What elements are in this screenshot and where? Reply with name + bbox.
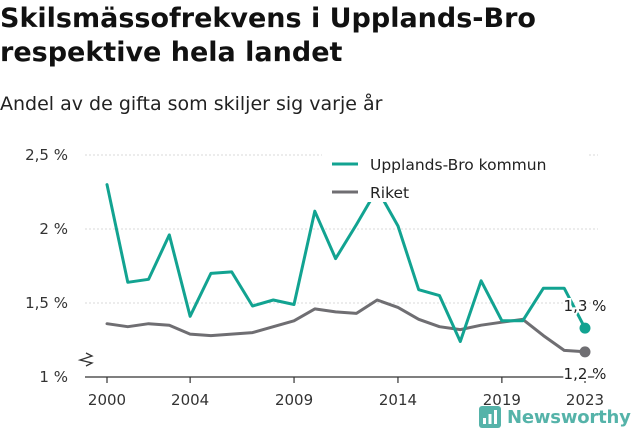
legend-background [322, 150, 588, 174]
legend-label: Riket [370, 184, 409, 202]
chart-title: Skilsmässofrekvens i Upplands-Bro respek… [0, 3, 536, 68]
series-lines [105, 183, 591, 358]
x-tick-label: 2019 [483, 391, 521, 409]
axis-break-icon [77, 352, 94, 367]
end-point-upplands-bro [579, 322, 591, 334]
x-tick-label: 2009 [275, 391, 313, 409]
y-axis-ticks: 1 % 1,5 % 2 % 2,5 % [25, 146, 94, 386]
legend: Upplands-Bro kommun Riket [322, 150, 588, 202]
y-tick-label: 1 % [39, 368, 68, 386]
series-line-upplands-bro [105, 183, 587, 343]
x-tick-label: 2004 [171, 391, 209, 409]
legend-label: Upplands-Bro kommun [370, 156, 546, 174]
end-value-label: 1,2 % [564, 365, 607, 383]
chart-subtitle: Andel av de gifta som skiljer sig varje … [0, 93, 383, 115]
x-tick-label: 2000 [88, 391, 126, 409]
x-axis: 2000 2004 2009 2014 2019 2023 [85, 376, 604, 409]
brand-name: Newsworthy [507, 406, 631, 428]
end-value-label: 1,3 % [564, 297, 607, 315]
newsworthy-logo: Newsworthy [478, 405, 631, 429]
end-point-riket [579, 346, 591, 358]
end-labels: 1,3 % 1,2 % [562, 295, 609, 385]
newsworthy-icon [479, 406, 501, 428]
x-tick-label: 2014 [379, 391, 417, 409]
series-line-riket [105, 298, 587, 354]
y-tick-label: 2 % [39, 220, 68, 238]
x-tick-label: 2023 [566, 391, 604, 409]
y-tick-label: 2,5 % [25, 146, 68, 164]
y-tick-label: 1,5 % [25, 294, 68, 312]
legend-background [322, 178, 588, 202]
